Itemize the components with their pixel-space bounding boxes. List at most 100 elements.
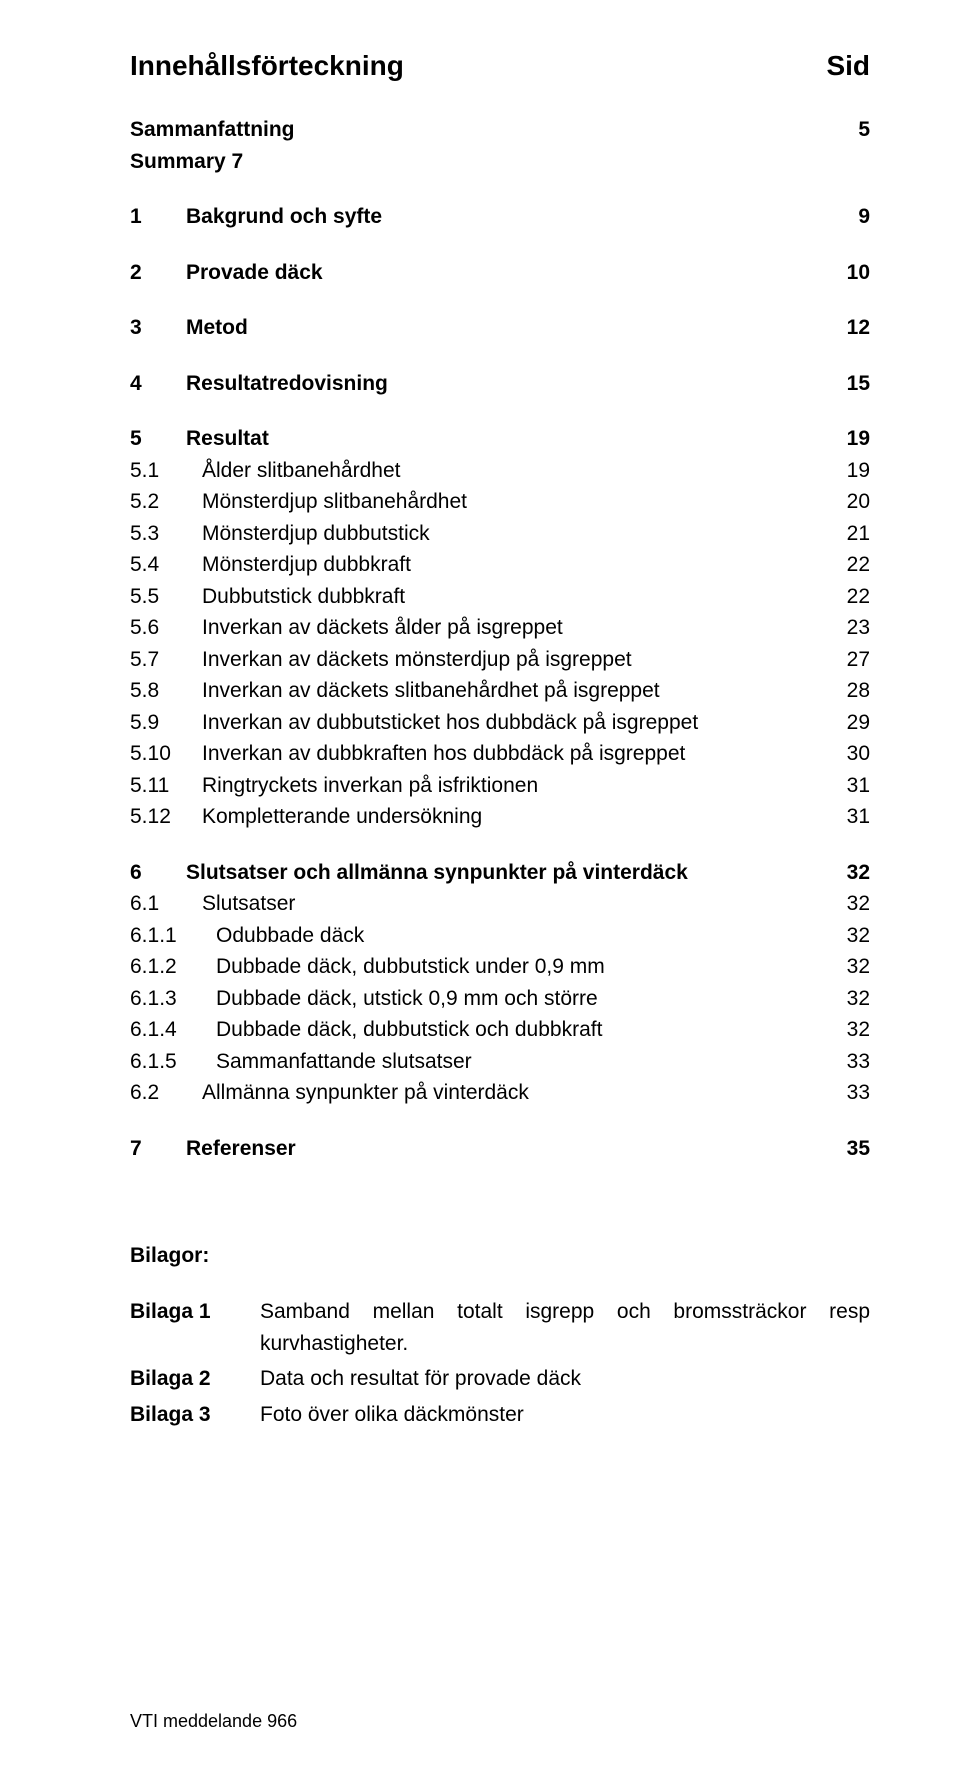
- toc-row: 6Slutsatser och allmänna synpunkter på v…: [130, 857, 870, 889]
- toc-gap: [130, 833, 870, 857]
- toc-label: Mönsterdjup dubbutstick: [202, 518, 830, 550]
- toc-page: 31: [830, 801, 870, 833]
- toc-row: 6.1.5Sammanfattande slutsatser33: [130, 1046, 870, 1078]
- toc-page: 29: [830, 707, 870, 739]
- toc-row: 5.11Ringtryckets inverkan på isfriktione…: [130, 770, 870, 802]
- toc-row: 5Resultat19: [130, 423, 870, 455]
- page-footer: VTI meddelande 966: [130, 1711, 297, 1732]
- toc-label: Resultat: [186, 423, 830, 455]
- toc-page: 9: [830, 201, 870, 233]
- toc-number: 6.2: [130, 1077, 202, 1109]
- toc-label: Dubbutstick dubbkraft: [202, 581, 830, 613]
- toc-number: 1: [130, 201, 186, 233]
- toc-number: 5.3: [130, 518, 202, 550]
- toc-number: 7: [130, 1133, 186, 1165]
- toc-number: 2: [130, 257, 186, 289]
- attachment-value: Samband mellan totalt isgrepp och bromss…: [260, 1296, 870, 1359]
- toc-row: Sammanfattning5: [130, 114, 870, 146]
- toc-page: 32: [830, 951, 870, 983]
- toc-page: 27: [830, 644, 870, 676]
- toc-label: Inverkan av däckets slitbanehårdhet på i…: [202, 675, 830, 707]
- toc-page: 31: [830, 770, 870, 802]
- toc-page: 32: [830, 920, 870, 952]
- toc-row: 6.1.2Dubbade däck, dubbutstick under 0,9…: [130, 951, 870, 983]
- toc-page-col: Sid: [826, 50, 870, 82]
- toc-row: 5.6Inverkan av däckets ålder på isgreppe…: [130, 612, 870, 644]
- toc-number: 5.2: [130, 486, 202, 518]
- toc-page: 12: [830, 312, 870, 344]
- attachment-key: Bilaga 3: [130, 1399, 260, 1431]
- toc-label: Ringtryckets inverkan på isfriktionen: [202, 770, 830, 802]
- attachment-row: Bilaga 2Data och resultat för provade dä…: [130, 1363, 870, 1395]
- toc-row: 5.3Mönsterdjup dubbutstick21: [130, 518, 870, 550]
- toc-page: 32: [830, 1014, 870, 1046]
- toc-row: 4Resultatredovisning15: [130, 368, 870, 400]
- toc-number: 5.7: [130, 644, 202, 676]
- toc-page: 32: [830, 857, 870, 889]
- toc-number: 5.12: [130, 801, 202, 833]
- toc-label: Provade däck: [186, 257, 830, 289]
- toc-label: Dubbade däck, dubbutstick under 0,9 mm: [216, 951, 830, 983]
- toc-label: Sammanfattande slutsatser: [216, 1046, 830, 1078]
- toc-number: 6.1.2: [130, 951, 216, 983]
- toc-label: Ålder slitbanehårdhet: [202, 455, 830, 487]
- toc-label: Mönsterdjup slitbanehårdhet: [202, 486, 830, 518]
- toc-number: 5.4: [130, 549, 202, 581]
- attachment-value: Foto över olika däckmönster: [260, 1399, 870, 1431]
- toc-row: 3Metod12: [130, 312, 870, 344]
- toc-number: 6.1.3: [130, 983, 216, 1015]
- toc-gap: [130, 233, 870, 257]
- toc-number: 5.11: [130, 770, 202, 802]
- toc-page: 15: [830, 368, 870, 400]
- toc-label: Inverkan av dubbutsticket hos dubbdäck p…: [202, 707, 830, 739]
- attachments-title: Bilagor:: [130, 1244, 870, 1268]
- toc-row: 1Bakgrund och syfte9: [130, 201, 870, 233]
- toc-label: Allmänna synpunkter på vinterdäck: [202, 1077, 830, 1109]
- toc-page: 35: [830, 1133, 870, 1165]
- toc-label: Sammanfattning: [130, 114, 830, 146]
- toc-row: Summary 7: [130, 146, 870, 178]
- toc-row: 6.1Slutsatser32: [130, 888, 870, 920]
- toc-row: 5.7Inverkan av däckets mönsterdjup på is…: [130, 644, 870, 676]
- toc-page: 23: [830, 612, 870, 644]
- toc-label: Slutsatser: [202, 888, 830, 920]
- toc-label: Inverkan av dubbkraften hos dubbdäck på …: [202, 738, 830, 770]
- toc-row: 5.12Kompletterande undersökning31: [130, 801, 870, 833]
- attachment-value: Data och resultat för provade däck: [260, 1363, 870, 1395]
- toc-label: Bakgrund och syfte: [186, 201, 830, 233]
- toc-number: 5: [130, 423, 186, 455]
- toc-page: 10: [830, 257, 870, 289]
- toc-page: 28: [830, 675, 870, 707]
- toc-gap: [130, 1109, 870, 1133]
- toc-label: Odubbade däck: [216, 920, 830, 952]
- toc-label: Dubbade däck, utstick 0,9 mm och större: [216, 983, 830, 1015]
- toc-header: Innehållsförteckning Sid: [130, 50, 870, 82]
- toc-label: Resultatredovisning: [186, 368, 830, 400]
- toc-page: 19: [830, 455, 870, 487]
- toc-number: 5.1: [130, 455, 202, 487]
- toc-row: 5.1Ålder slitbanehårdhet19: [130, 455, 870, 487]
- toc-page: 22: [830, 549, 870, 581]
- toc-page: 21: [830, 518, 870, 550]
- toc-label: Summary 7: [130, 146, 830, 178]
- toc-page: 22: [830, 581, 870, 613]
- toc-row: 6.2Allmänna synpunkter på vinterdäck33: [130, 1077, 870, 1109]
- toc-number: 6: [130, 857, 186, 889]
- toc-number: 5.10: [130, 738, 202, 770]
- toc-row: 5.8Inverkan av däckets slitbanehårdhet p…: [130, 675, 870, 707]
- toc-label: Kompletterande undersökning: [202, 801, 830, 833]
- toc-list: Sammanfattning5Summary 71Bakgrund och sy…: [130, 114, 870, 1164]
- toc-number: 5.5: [130, 581, 202, 613]
- toc-label: Referenser: [186, 1133, 830, 1165]
- toc-gap: [130, 399, 870, 423]
- attachment-key: Bilaga 1: [130, 1296, 260, 1359]
- toc-title: Innehållsförteckning: [130, 50, 404, 82]
- toc-page: 30: [830, 738, 870, 770]
- toc-number: 6.1.1: [130, 920, 216, 952]
- toc-row: 5.2Mönsterdjup slitbanehårdhet20: [130, 486, 870, 518]
- attachment-row: Bilaga 1Samband mellan totalt isgrepp oc…: [130, 1296, 870, 1359]
- toc-row: 2Provade däck10: [130, 257, 870, 289]
- toc-label: Slutsatser och allmänna synpunkter på vi…: [186, 857, 830, 889]
- toc-number: 5.6: [130, 612, 202, 644]
- toc-label: Inverkan av däckets mönsterdjup på isgre…: [202, 644, 830, 676]
